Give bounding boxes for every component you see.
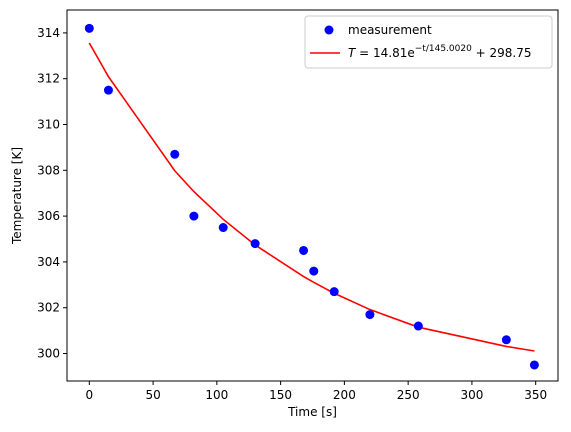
measurement-point (189, 211, 199, 221)
legend-fit-exponent: −t/145.0020 (415, 44, 472, 54)
plot-area (84, 23, 539, 370)
legend-measurement-label: measurement (348, 23, 432, 37)
x-tick-label: 300 (460, 388, 483, 402)
y-tick-label: 310 (37, 118, 60, 132)
measurement-point (218, 223, 228, 233)
legend-box (304, 15, 553, 69)
y-tick-label: 304 (37, 255, 60, 269)
x-axis-label: Time [s] (287, 405, 337, 419)
measurement-point (529, 360, 539, 370)
measurement-point (501, 335, 511, 345)
x-axis-ticks: 0 50 100 150 200 250 300 350 (85, 381, 547, 402)
measurement-point (413, 321, 423, 331)
legend-fit-offset: + 298.75 (472, 46, 532, 60)
x-tick-label: 200 (333, 388, 356, 402)
x-tick-label: 250 (397, 388, 420, 402)
x-tick-label: 350 (524, 388, 547, 402)
x-tick-label: 150 (269, 388, 292, 402)
measurement-point (84, 23, 94, 33)
y-axis-label: Temperature [K] (10, 147, 24, 245)
measurement-point (309, 266, 319, 276)
measurement-point (365, 310, 375, 320)
y-tick-label: 314 (37, 26, 60, 40)
y-tick-label: 300 (37, 347, 60, 361)
axes-frame (66, 9, 559, 382)
measurement-point (299, 245, 309, 255)
x-tick-label: 0 (85, 388, 93, 402)
y-tick-label: 312 (37, 72, 60, 86)
measurement-point (170, 149, 180, 159)
x-tick-label: 100 (205, 388, 228, 402)
measurement-point (250, 239, 260, 249)
y-tick-label: 306 (37, 209, 60, 223)
y-axis-ticks: 300 302 304 306 308 310 312 314 (37, 26, 67, 361)
measurement-point (329, 287, 339, 297)
legend: measurement T = 14.81e−t/145.0020 + 298.… (304, 15, 553, 69)
x-tick-label: 50 (145, 388, 160, 402)
legend-fit-symbol: T (348, 46, 357, 60)
legend-fit-equation: = 14.81e (355, 46, 414, 60)
measurement-point (103, 85, 113, 95)
y-tick-label: 308 (37, 163, 60, 177)
legend-measurement-marker (324, 25, 334, 35)
y-tick-label: 302 (37, 301, 60, 315)
legend-fit-label: T = 14.81e−t/145.0020 + 298.75 (348, 44, 531, 60)
